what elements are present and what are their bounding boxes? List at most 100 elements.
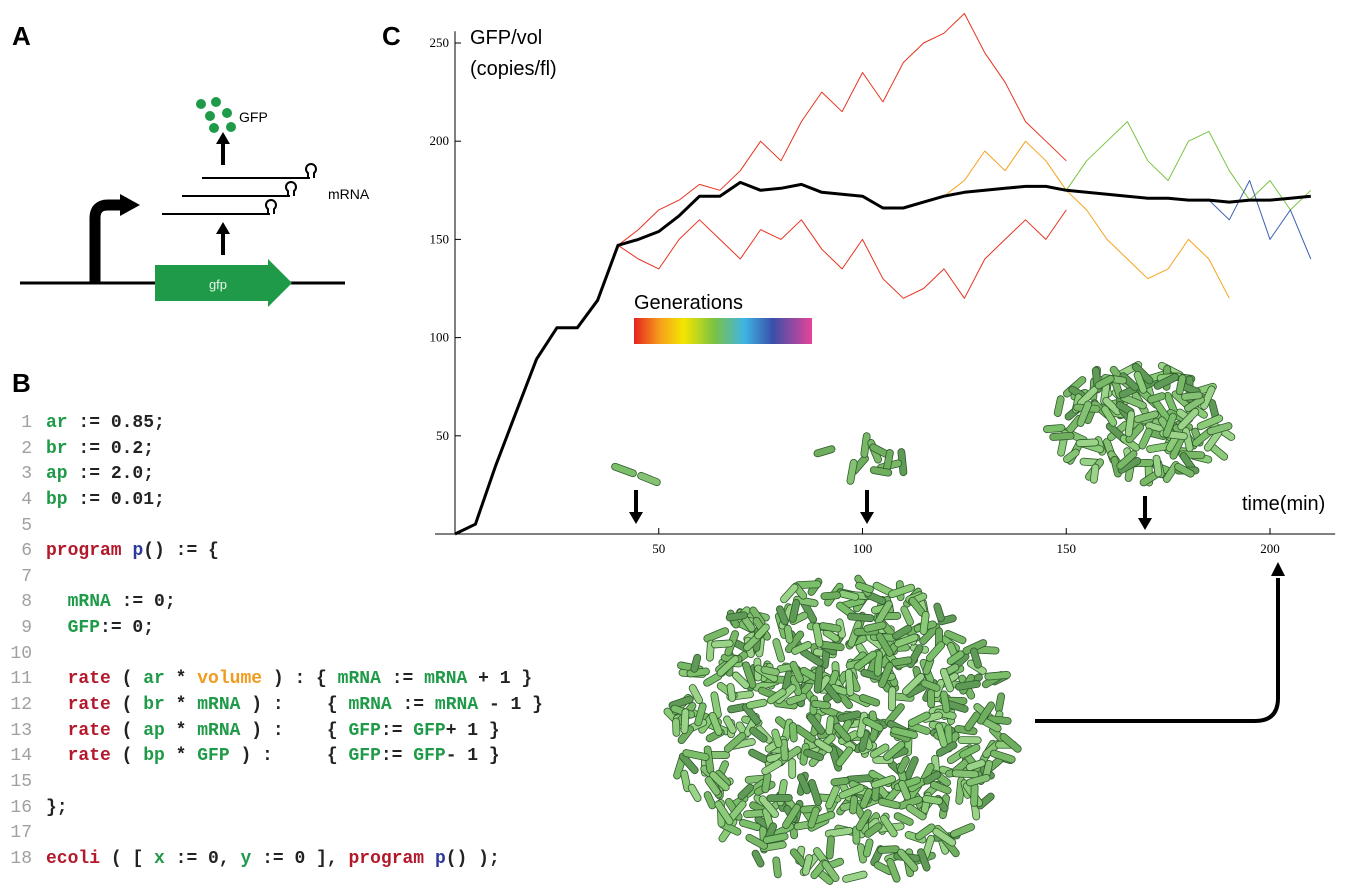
bacterium <box>1162 412 1177 438</box>
code-line: 14 rate ( bp * GFP ) : { GFP:= GFP- 1 } <box>0 744 543 770</box>
code-token: () ); <box>445 848 500 869</box>
arrow <box>216 222 230 234</box>
code-token: GFP <box>46 618 101 639</box>
bacterium <box>1200 385 1216 410</box>
code-token: p <box>132 541 144 562</box>
code-token: ) : { <box>240 695 349 716</box>
code-line: 13 rate ( ap * mRNA ) : { GFP:= GFP+ 1 } <box>0 719 543 745</box>
y-tick-label: 50 <box>436 428 449 443</box>
code-token: mRNA <box>434 695 479 716</box>
code-line: 4 bp := 0.01; <box>0 488 543 514</box>
code-token <box>122 541 133 561</box>
code-line: 9 GFP:= 0; <box>0 616 543 642</box>
x-tick-label: 150 <box>1057 541 1077 556</box>
bacterium <box>1101 405 1118 427</box>
bacterium <box>833 722 852 743</box>
code-token: ( [ <box>100 848 155 869</box>
bacterium <box>1133 410 1159 424</box>
bacterium <box>855 809 872 831</box>
bacterium <box>946 650 965 665</box>
bacterium <box>820 591 841 601</box>
bacterium <box>935 722 948 748</box>
bacterium <box>955 680 981 691</box>
bacterium <box>690 653 702 673</box>
bacterium <box>897 848 919 872</box>
bacterium <box>858 694 881 707</box>
bacterium <box>883 740 906 761</box>
bacterium <box>922 795 944 805</box>
code-token: := 2.0; <box>67 464 155 485</box>
arrow <box>216 132 230 144</box>
code-line: 8 mRNA := 0; <box>0 590 543 616</box>
code-token: GFP <box>348 746 381 767</box>
bacterium <box>957 736 982 745</box>
code-line: 10 <box>0 642 543 668</box>
bacterium <box>940 690 951 714</box>
bacterium <box>873 650 883 677</box>
bacterium <box>1174 462 1195 478</box>
bacterium <box>758 795 779 819</box>
bacterium <box>766 793 793 803</box>
bacterium <box>920 679 941 692</box>
bacterium <box>929 780 952 795</box>
bacterium <box>890 726 918 739</box>
code-token: bp <box>143 746 165 767</box>
bacterium <box>1076 400 1092 427</box>
bacterium <box>923 770 942 785</box>
code-token: := <box>380 746 414 767</box>
line-number: 12 <box>10 695 32 716</box>
code-token: := 0; <box>100 618 155 639</box>
line-number: 1 <box>21 413 32 433</box>
bacterium <box>914 823 936 841</box>
y-tick-label: 150 <box>430 231 450 246</box>
bacterium <box>819 622 842 633</box>
bacterium <box>939 667 954 693</box>
terminator <box>265 163 317 214</box>
bacterium <box>902 672 925 696</box>
line-number: 13 <box>10 720 32 741</box>
bacterium <box>704 776 721 796</box>
panel-label: A <box>12 21 31 51</box>
bacterium <box>813 445 836 458</box>
code-token: ( <box>110 695 144 716</box>
bacterium <box>964 711 981 732</box>
bacterium <box>1153 373 1180 390</box>
gene-label: gfp <box>209 277 227 292</box>
bacterium <box>687 783 702 802</box>
line-number: 2 <box>21 438 32 459</box>
bacterium <box>1053 395 1065 417</box>
code-token: := 0.01; <box>67 489 165 510</box>
bacterium <box>762 832 789 844</box>
series-line <box>454 180 1311 536</box>
bacterium <box>965 773 991 787</box>
bacterium <box>862 717 884 732</box>
bacterium <box>751 849 765 868</box>
bacterium <box>742 661 757 689</box>
bacterium <box>714 800 734 826</box>
bacterium <box>1049 432 1075 441</box>
mrna-label: mRNA <box>328 186 370 202</box>
bacterium <box>821 860 840 883</box>
arrowheads <box>629 512 1285 576</box>
bacterium <box>878 797 901 810</box>
series-line <box>1065 121 1312 211</box>
bacterium <box>710 691 722 719</box>
code-token: ) : { <box>262 669 338 690</box>
bacterium <box>888 583 915 599</box>
bacterium <box>837 710 862 722</box>
bacterium <box>1206 422 1233 436</box>
bacterium <box>893 812 914 826</box>
bacterium <box>786 692 807 706</box>
bacterium <box>859 788 873 809</box>
bacterium <box>723 715 737 734</box>
code-line: 6 program p() := { <box>0 539 543 565</box>
gene <box>155 259 292 307</box>
code-token: ar <box>46 413 68 433</box>
code-token: ) : { <box>229 746 349 767</box>
code-line: 1 ar := 0.85; <box>0 411 543 437</box>
bacterium <box>927 688 936 709</box>
code-token: := 0, <box>164 848 241 869</box>
bacterium <box>732 671 750 690</box>
code-line: 11 rate ( ar * volume ) : { mRNA := mRNA… <box>0 667 543 693</box>
